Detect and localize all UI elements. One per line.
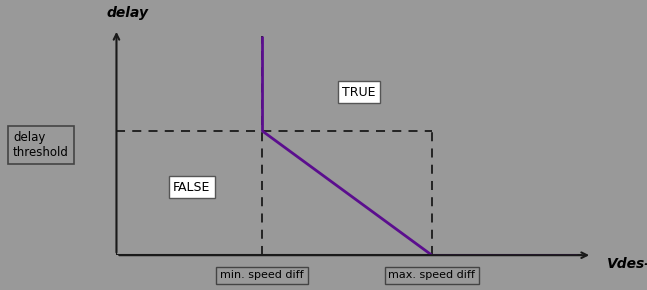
Text: max. speed diff: max. speed diff <box>388 271 476 280</box>
Text: delay
threshold: delay threshold <box>13 131 69 159</box>
Text: Vdes-Vleader: Vdes-Vleader <box>607 257 647 271</box>
Text: min. speed diff: min. speed diff <box>220 271 304 280</box>
Text: TRUE: TRUE <box>342 86 376 99</box>
Text: delay: delay <box>107 6 149 20</box>
Text: FALSE: FALSE <box>173 181 210 194</box>
